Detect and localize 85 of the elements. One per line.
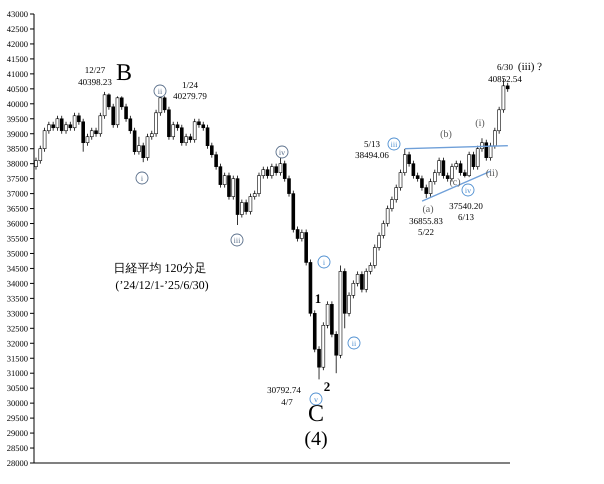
y-tick-label: 36000: [6, 218, 28, 229]
y-tick-label: 37500: [6, 174, 28, 184]
y-tick-label: 42500: [6, 24, 28, 34]
candlestick: [56, 115, 60, 132]
candlestick: [420, 175, 424, 192]
y-tick-label: 34500: [6, 263, 28, 274]
y-tick-label: 33000: [6, 308, 28, 318]
y-tick-label: 37000: [6, 188, 28, 199]
annotation: i: [140, 174, 144, 183]
candlestick: [146, 133, 150, 162]
y-tick-label: 38500: [6, 144, 28, 154]
annotation: 2: [324, 379, 330, 394]
candlestick: [257, 172, 261, 197]
y-tick-label: 34000: [6, 278, 28, 288]
annotation: 4/7: [281, 397, 294, 407]
y-tick-label: 32000: [6, 338, 28, 348]
annotation: ii: [352, 339, 357, 348]
annotation: 6/30: [496, 62, 514, 72]
y-tick-label: 36500: [6, 204, 28, 214]
annotation: 6/13: [458, 212, 474, 222]
candlestick: [244, 199, 248, 215]
candlestick: [360, 271, 364, 293]
annotation: 37540.20: [449, 201, 484, 211]
y-tick-label: 42000: [6, 38, 28, 49]
annotation: 30792.74: [267, 385, 302, 395]
y-tick-label: 39000: [6, 128, 28, 139]
y-tick-label: 38000: [6, 158, 28, 169]
annotation: 12/27: [84, 65, 106, 75]
candlestick: [227, 172, 231, 200]
y-tick-label: 40500: [6, 84, 28, 94]
candlestick: [248, 193, 252, 215]
annotation: 1: [314, 291, 322, 306]
annotation: 38494.06: [355, 150, 390, 160]
annotation: B: [116, 60, 132, 86]
annotation: i: [322, 258, 326, 267]
candlestick: [72, 112, 76, 132]
candlestick: [278, 157, 282, 176]
candlestick: [458, 160, 462, 176]
annotation: (’24/12/1-’25/6/30): [115, 278, 209, 292]
y-tick-label: 32500: [6, 323, 28, 334]
candlestick: [90, 127, 94, 140]
y-tick-label: 41500: [6, 54, 28, 64]
annotation: (ii): [486, 168, 498, 179]
y-tick-label: 31000: [6, 368, 28, 378]
annotation: 5/13: [364, 139, 380, 149]
annotation: ii: [158, 87, 163, 96]
annotation: 5/22: [418, 227, 434, 237]
annotation: (b): [440, 129, 452, 140]
annotation: 40279.79: [173, 91, 208, 101]
annotation: iv: [278, 148, 286, 157]
y-tick-label: 40000: [6, 98, 28, 109]
candlestick: [64, 121, 68, 134]
annotation: 36855.83: [409, 216, 444, 226]
y-tick-label: 35500: [6, 234, 28, 244]
y-tick-label: 31500: [6, 353, 28, 364]
text: (iii) ?: [518, 61, 542, 73]
annotation: (a): [422, 204, 434, 215]
y-tick-label: 29000: [6, 428, 28, 438]
candlestick: [266, 166, 270, 180]
annotation: 40852.54: [488, 74, 522, 84]
y-tick-label: 30500: [6, 383, 28, 394]
y-tick-label: 39500: [6, 114, 28, 124]
y-tick-label: 43000: [6, 9, 28, 20]
y-tick-label: 41000: [6, 68, 28, 79]
annotation: (i): [475, 118, 485, 129]
candlestick: [60, 115, 64, 134]
y-tick-label: 28500: [6, 443, 28, 454]
annotation: C: [308, 401, 324, 427]
annotation: (c): [449, 177, 461, 188]
y-tick-label: 28000: [6, 458, 28, 468]
annotation: (4): [304, 428, 328, 450]
candlestick: [488, 142, 492, 162]
annotation: iii: [234, 236, 242, 245]
annotation: 1/24: [182, 80, 198, 90]
y-tick-label: 35000: [6, 248, 28, 258]
y-tick-label: 33500: [6, 293, 28, 304]
annotation: 40398.23: [78, 77, 112, 87]
candlestick: [442, 157, 446, 180]
candlestick: [467, 151, 471, 178]
annotation: v: [314, 395, 318, 404]
y-tick-label: 30000: [6, 398, 28, 408]
y-tick-label: 29500: [6, 413, 28, 424]
annotation: iii: [390, 140, 398, 149]
annotation: 日経平均 120分足: [114, 261, 206, 275]
annotation: iv: [464, 186, 472, 195]
